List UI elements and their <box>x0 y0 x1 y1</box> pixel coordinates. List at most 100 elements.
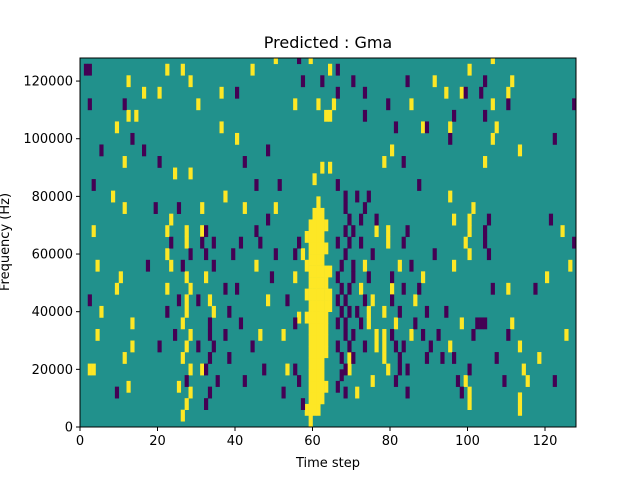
heatmap-cell-high <box>386 236 391 249</box>
heatmap-cell-low <box>211 259 216 272</box>
heatmap-cell-low <box>335 236 340 249</box>
heatmap-cell-low <box>227 352 232 364</box>
heatmap-cell-high <box>382 156 387 168</box>
heatmap-cell-high <box>316 288 321 301</box>
heatmap-cell-high <box>459 317 464 330</box>
heatmap-cell-high <box>293 98 298 111</box>
heatmap-cell-high <box>316 207 321 220</box>
heatmap-cell-high <box>320 369 325 382</box>
heatmap-cell-low <box>347 282 352 295</box>
heatmap-cell-low <box>293 248 298 261</box>
heatmap-cell-high <box>304 230 309 243</box>
heatmap-cell-low <box>188 248 193 261</box>
heatmap-cell-high <box>118 271 123 284</box>
heatmap-cell-low <box>347 305 352 318</box>
heatmap-cell-high <box>312 300 317 312</box>
heatmap-cell-high <box>142 86 147 99</box>
heatmap-cell-low <box>277 179 282 191</box>
heatmap-cell-low <box>300 75 306 88</box>
heatmap-cell-high <box>320 334 325 347</box>
heatmap-cell-low <box>281 386 286 399</box>
heatmap-cell-low <box>266 213 271 226</box>
heatmap-cell-high <box>347 363 352 376</box>
heatmap-cell-high <box>308 346 313 359</box>
heatmap-cell-low <box>424 352 430 364</box>
heatmap-cell-high <box>320 357 325 370</box>
heatmap-cell-high <box>328 265 333 278</box>
heatmap-cell-high <box>308 265 313 278</box>
heatmap-cell-low <box>339 282 344 295</box>
heatmap-cell-low <box>227 305 232 318</box>
heatmap-cell-high <box>126 75 131 88</box>
heatmap-cell-low <box>142 144 147 157</box>
heatmap-cell-low <box>490 282 495 295</box>
heatmap-cell-high <box>312 369 317 382</box>
y-tick-label: 60000 <box>32 248 73 263</box>
heatmap-cell-low <box>211 236 216 249</box>
heatmap-cell-low <box>176 294 182 307</box>
heatmap-cell-high <box>366 317 371 330</box>
heatmap-cell-high <box>467 248 472 261</box>
heatmap-cell-high <box>308 277 313 289</box>
heatmap-cell-high <box>324 277 329 289</box>
heatmap-cell-high <box>114 121 120 134</box>
heatmap-cell-low <box>494 352 499 364</box>
heatmap-cell-high <box>180 63 185 76</box>
heatmap-cell-high <box>316 403 321 416</box>
heatmap-cell-high <box>316 98 321 111</box>
heatmap-cell-low <box>343 202 348 214</box>
heatmap-cell-high <box>382 305 387 318</box>
heatmap-cell-low <box>432 248 437 261</box>
heatmap-cell-high <box>91 363 96 376</box>
heatmap-cell-low <box>273 248 278 261</box>
heatmap-cell-high <box>304 259 309 272</box>
heatmap-cell-high <box>517 392 523 405</box>
heatmap-cell-low <box>401 282 406 295</box>
heatmap-cell-low <box>335 317 340 330</box>
heatmap-cell-low <box>343 225 348 238</box>
heatmap-cell-high <box>165 282 170 295</box>
heatmap-cell-low <box>343 328 348 341</box>
heatmap-cell-low <box>180 259 185 272</box>
heatmap-cell-low <box>91 179 96 191</box>
heatmap-cell-high <box>188 167 193 180</box>
heatmap-cell-high <box>568 259 573 272</box>
heatmap-cell-low <box>207 328 213 341</box>
heatmap-cell-low <box>393 121 399 134</box>
heatmap-cell-high <box>254 259 259 272</box>
heatmap-cell-low <box>393 340 399 353</box>
heatmap-cell-high <box>328 63 333 76</box>
heatmap-cell-high <box>382 328 387 341</box>
heatmap-cell-low <box>347 340 352 353</box>
x-tick-label: 120 <box>533 434 558 449</box>
heatmap-cell-high <box>517 144 523 157</box>
heatmap-cell-low <box>87 294 92 307</box>
heatmap-cell-high <box>308 300 313 312</box>
heatmap-cell-high <box>176 380 182 393</box>
heatmap-cell-low <box>413 317 418 330</box>
heatmap-cell-low <box>235 282 240 295</box>
heatmap-cell-high <box>308 242 313 255</box>
heatmap-cell-high <box>130 317 135 330</box>
heatmap-cell-high <box>297 311 302 324</box>
heatmap-cell-high <box>180 317 185 330</box>
heatmap-cell-low <box>502 375 507 387</box>
heatmap-cell-high <box>184 294 189 307</box>
heatmap-cell-low <box>351 225 356 238</box>
heatmap-cell-low <box>269 271 275 284</box>
heatmap-cell-high <box>320 311 325 324</box>
heatmap-cell-high <box>545 271 550 284</box>
heatmap-cell-low <box>362 202 368 214</box>
heatmap-cell-low <box>262 363 267 376</box>
heatmap-cell-high <box>211 305 216 318</box>
heatmap-cell-high <box>316 357 321 370</box>
heatmap-cell-high <box>409 328 414 341</box>
heatmap-cell-low <box>211 340 216 353</box>
heatmap-cell-high <box>366 305 371 318</box>
heatmap-cell-low <box>471 328 476 341</box>
heatmap-cell-high <box>316 380 321 393</box>
heatmap-cell-high <box>126 380 131 393</box>
heatmap-cell-high <box>126 109 131 122</box>
heatmap-cell-high <box>564 328 569 341</box>
heatmap-cell-low <box>467 363 472 376</box>
